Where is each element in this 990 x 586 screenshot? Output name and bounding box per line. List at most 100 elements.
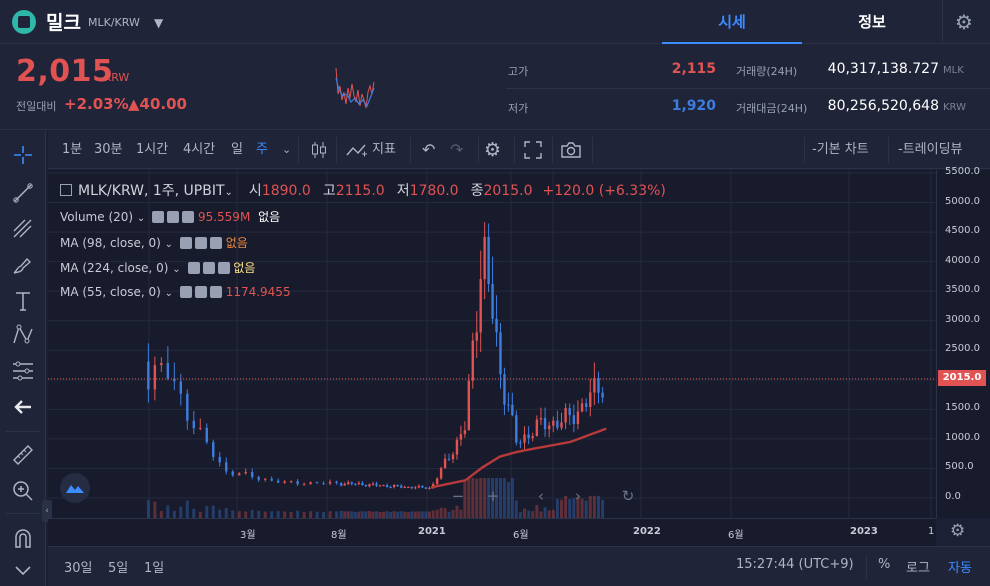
interval-30m[interactable]: 30분 (94, 142, 123, 157)
chart-nav-control[interactable]: ↻ (622, 487, 635, 505)
redo-icon[interactable]: ↷ (450, 140, 464, 159)
collapse-toolbar-button[interactable]: ‹ (42, 500, 52, 522)
volume-bar (244, 511, 248, 518)
axis-settings-icon[interactable]: ⚙ (950, 521, 966, 541)
indicator-value: 없음 (225, 236, 248, 250)
legend-ma224[interactable]: MA (224, close, 0) ⌄ 없음 (60, 259, 255, 276)
candle-body (371, 483, 375, 485)
close-icon[interactable] (209, 237, 222, 249)
coin-dropdown-icon[interactable]: ▼ (154, 16, 164, 30)
range-30d[interactable]: 30일 (64, 561, 93, 576)
close-icon[interactable] (217, 262, 230, 274)
legend-close: 2015.0 (483, 183, 533, 199)
close-icon[interactable] (182, 211, 195, 223)
brush-icon[interactable] (11, 253, 35, 277)
volume-bar (263, 511, 267, 518)
gear-icon[interactable] (194, 237, 207, 249)
chevron-down-icon[interactable]: ⌄ (136, 213, 146, 224)
candle-style-icon[interactable] (310, 141, 328, 159)
basic-chart-button[interactable]: -기본 차트 (812, 142, 869, 157)
crosshair-icon[interactable] (11, 143, 35, 167)
undo-icon[interactable]: ↶ (422, 140, 436, 159)
pattern-icon[interactable] (11, 323, 35, 347)
interval-1h[interactable]: 1시간 (136, 142, 169, 157)
volume-bar (580, 498, 584, 518)
indicator-label[interactable]: 지표 (372, 142, 396, 157)
candle-body (556, 420, 559, 428)
eye-icon[interactable] (152, 211, 165, 223)
log-toggle[interactable]: 로그 (906, 561, 930, 576)
interval-1m[interactable]: 1분 (62, 142, 83, 157)
percent-toggle[interactable]: % (878, 557, 891, 572)
candle-body (340, 483, 343, 486)
chart-nav-control[interactable]: › (575, 487, 581, 505)
text-tool-icon[interactable] (11, 289, 35, 313)
coin-pair[interactable]: MLK/KRW (88, 16, 140, 29)
gear-icon[interactable] (167, 211, 180, 223)
chevron-down-icon[interactable]: ⌄ (164, 239, 174, 250)
fullscreen-icon[interactable] (524, 141, 542, 159)
volume-bar (192, 508, 196, 518)
chart-toolbar: 1분 30분 1시간 4시간 일 주 ⌄ 지표 ↶ ↷ ⚙ -기본 차트 -트레… (48, 131, 990, 169)
volume-bar (378, 511, 382, 518)
range-1d[interactable]: 1일 (144, 561, 165, 576)
collapse-legend-icon[interactable] (60, 184, 72, 196)
gear-icon[interactable] (194, 286, 207, 298)
legend-volume[interactable]: Volume (20) ⌄ 95.559M 없음 (60, 208, 280, 225)
chart-settings-icon[interactable]: ⚙ (484, 139, 502, 161)
candle-body (166, 362, 170, 379)
candle-body (354, 483, 357, 485)
interval-week[interactable]: 주 (256, 142, 268, 157)
coin-name[interactable]: 밀크 (46, 12, 81, 34)
chevron-down-icon[interactable]: ⌄ (164, 288, 174, 299)
collapse-down-icon[interactable] (11, 559, 35, 583)
legend-ma98[interactable]: MA (98, close, 0) ⌄ 없음 (60, 234, 248, 251)
price-chart[interactable]: − + ‹ › ↻ MLK/KRW, 1주, UPBIT⌄ 시1890.0 고2115.0 저… (48, 170, 936, 518)
prediction-icon[interactable] (11, 359, 35, 383)
camera-icon[interactable] (560, 141, 582, 159)
legend-low-label: 저 (396, 183, 410, 199)
auto-toggle[interactable]: 자동 (948, 561, 972, 576)
candle-body (212, 442, 215, 457)
chart-plot[interactable]: − + ‹ › ↻ (48, 170, 936, 518)
volume-bar (518, 511, 522, 518)
chart-nav-control[interactable]: − (452, 487, 465, 505)
fib-tool-icon[interactable] (11, 217, 35, 241)
gear-icon[interactable] (202, 262, 215, 274)
ruler-icon[interactable] (11, 443, 35, 467)
eye-icon[interactable] (179, 237, 192, 249)
magnet-icon[interactable] (11, 527, 35, 551)
clock[interactable]: 15:27:44 (UTC+9) (736, 557, 854, 572)
tab-info[interactable]: 정보 (858, 13, 886, 31)
trend-line-icon[interactable] (11, 181, 35, 205)
eye-icon[interactable] (179, 286, 192, 298)
volume-bar (339, 510, 343, 518)
volume-bar (385, 511, 389, 518)
candle-body (439, 468, 443, 479)
price-tick-label: 0.0 (945, 491, 961, 502)
close-icon[interactable] (209, 286, 222, 298)
chart-nav-control[interactable]: + (487, 487, 500, 505)
divider (552, 137, 553, 163)
eye-icon[interactable] (187, 262, 200, 274)
candle-body (396, 484, 399, 486)
range-5d[interactable]: 5일 (108, 561, 129, 576)
chevron-down-icon[interactable]: ⌄ (172, 264, 181, 275)
chart-nav-control[interactable]: ‹ (538, 487, 544, 505)
volume-bar (231, 510, 235, 518)
chevron-down-icon[interactable]: ⌄ (224, 187, 233, 198)
high-value: 2,115 (671, 61, 716, 77)
interval-4h[interactable]: 4시간 (183, 142, 216, 157)
zoom-in-icon[interactable] (11, 479, 35, 503)
price-axis[interactable]: 5500.0 5000.0 4500.0 4000.0 3500.0 3000.0 2500… (936, 166, 990, 518)
indicator-icon[interactable] (346, 141, 368, 159)
trading-view-button[interactable]: -트레이딩뷰 (898, 142, 963, 157)
legend-ma55[interactable]: MA (55, close, 0) ⌄ 1174.9455 (60, 285, 291, 299)
tab-price[interactable]: 시세 (662, 0, 802, 44)
time-axis[interactable]: 3월 8월 2021 6월 2022 6월 2023 1 (48, 518, 936, 546)
settings-icon[interactable]: ⚙ (955, 10, 973, 34)
chevron-down-icon[interactable]: ⌄ (282, 143, 292, 156)
interval-day[interactable]: 일 (231, 142, 243, 157)
amount-value: 80,256,520,648 (827, 98, 939, 114)
arrow-left-icon[interactable] (11, 395, 35, 419)
